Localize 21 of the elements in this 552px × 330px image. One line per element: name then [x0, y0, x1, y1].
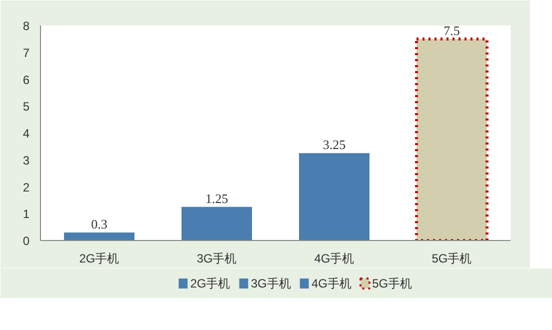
legend-label: 4G手机: [311, 276, 352, 290]
x-tick-label: 5G手机: [432, 252, 472, 266]
y-tick-label: 6: [22, 72, 30, 87]
y-tick-label: 2: [22, 180, 30, 194]
x-tick-label: 4G手机: [314, 252, 354, 266]
data-label: 3.25: [322, 137, 346, 152]
y-tick-label: 7: [22, 46, 30, 60]
legend-label: 5G手机: [372, 276, 412, 290]
y-tick-label: 1: [22, 207, 30, 222]
y-tick-label: 4: [22, 126, 30, 140]
y-tick-label: 5: [22, 100, 30, 114]
y-tick-label: 0: [22, 234, 30, 248]
data-label: 1.25: [205, 190, 228, 206]
x-tick-label: 3G手机: [196, 252, 237, 266]
y-tick-label: 8: [22, 19, 30, 33]
legend-label: 2G手机: [190, 276, 230, 290]
data-label: 0.3: [91, 216, 108, 232]
data-label: 7.5: [444, 22, 460, 38]
x-tick-label: 2G手机: [79, 252, 120, 266]
y-tick-label: 3: [22, 153, 30, 168]
legend-label: 3G手机: [250, 276, 291, 290]
